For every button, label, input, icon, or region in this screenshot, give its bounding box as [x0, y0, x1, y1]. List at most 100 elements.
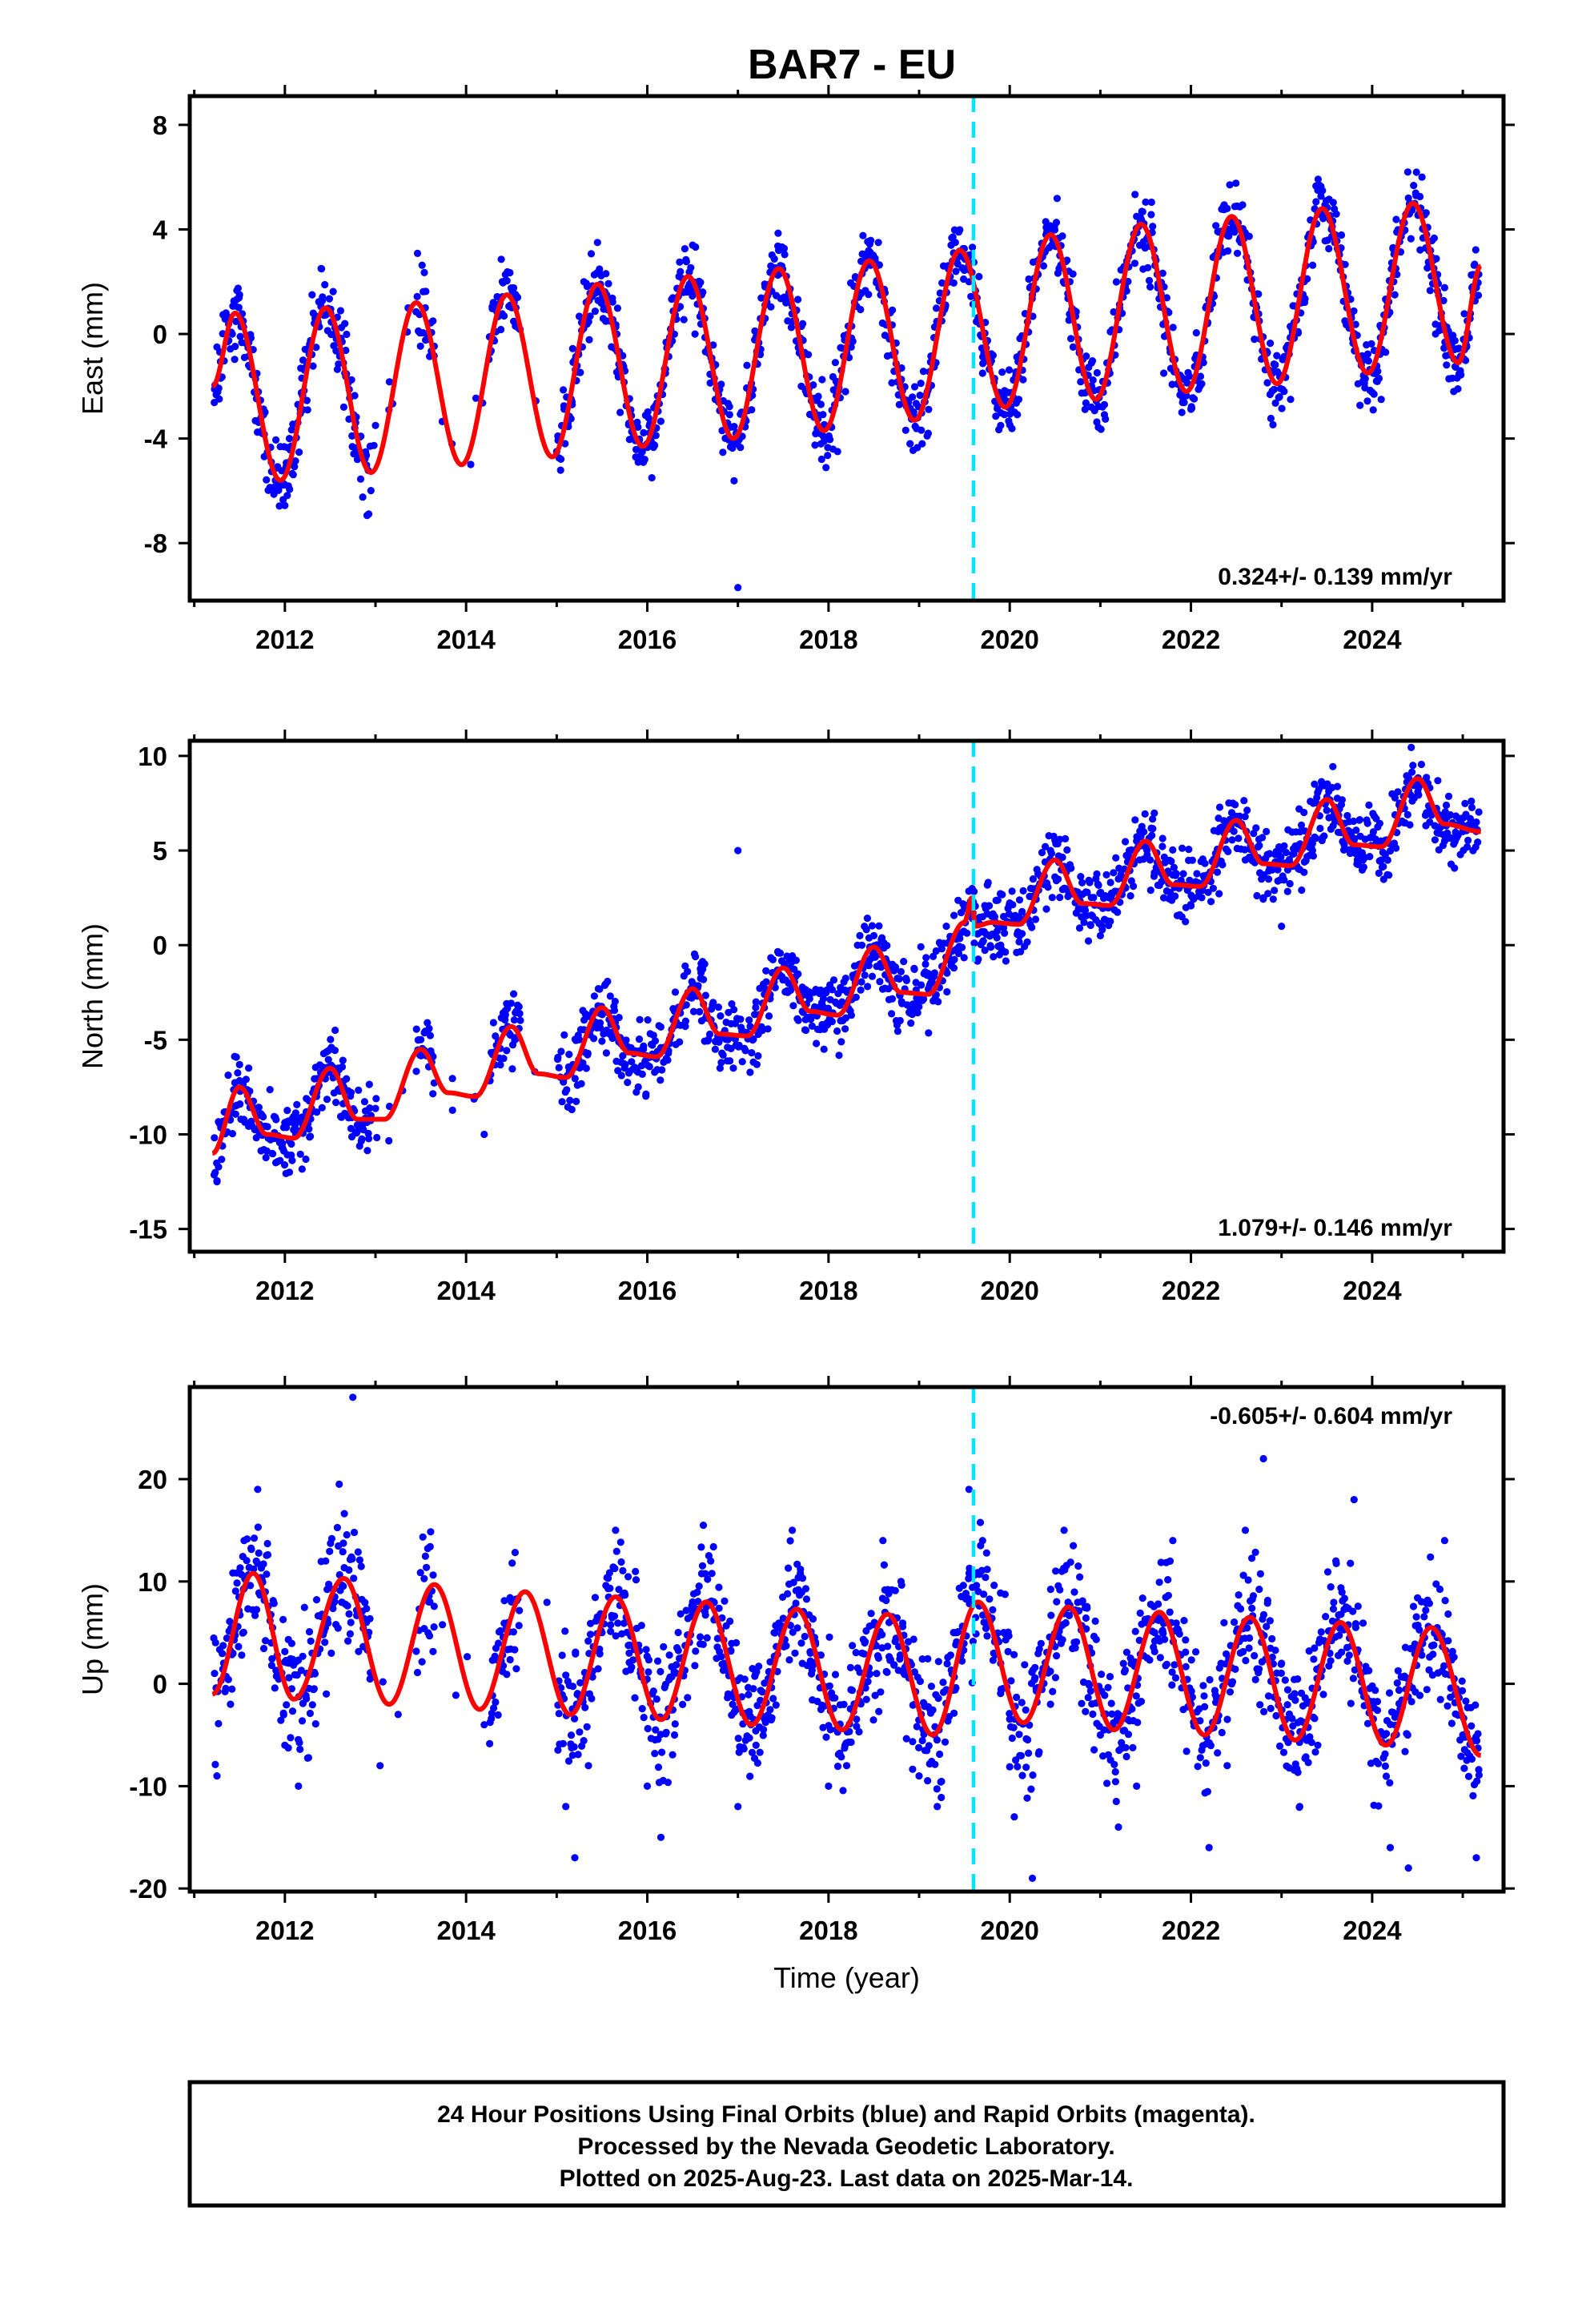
data-point [325, 295, 333, 303]
data-point [784, 988, 792, 996]
data-point [373, 1133, 381, 1142]
data-point [785, 1656, 793, 1664]
data-point [951, 239, 959, 247]
data-point [1291, 1696, 1299, 1704]
data-point [922, 954, 930, 962]
data-point [231, 1110, 239, 1118]
data-point [1319, 1691, 1327, 1699]
data-point [347, 1124, 355, 1132]
data-point [637, 1622, 645, 1630]
data-point [305, 1628, 314, 1636]
data-point [1014, 396, 1023, 404]
data-point [857, 941, 866, 949]
data-point [907, 1019, 915, 1027]
data-point [426, 1542, 434, 1550]
data-point [697, 1017, 706, 1025]
data-point [730, 423, 738, 431]
data-point [818, 376, 826, 384]
data-point [794, 296, 802, 304]
data-point [924, 1655, 932, 1663]
data-point [1199, 1682, 1207, 1690]
data-point [354, 1548, 362, 1556]
data-point [767, 303, 775, 311]
data-point [1133, 212, 1141, 220]
data-point [1196, 1754, 1204, 1762]
data-point [211, 1760, 219, 1768]
data-point [628, 1663, 636, 1671]
data-point [1175, 1630, 1183, 1638]
data-point [503, 1671, 511, 1679]
data-point [774, 229, 782, 237]
data-point [308, 291, 316, 299]
panels: 2012 2014 2016 2018 2020 2022 2024-8-4048East … [76, 85, 1515, 1994]
data-point [1102, 870, 1110, 879]
data-point [658, 1748, 666, 1756]
data-point [976, 1518, 985, 1526]
data-point [918, 1736, 926, 1745]
data-point [729, 444, 737, 452]
data-point [1090, 1746, 1098, 1754]
data-point [1077, 873, 1085, 881]
data-point [291, 457, 299, 465]
data-point [1187, 902, 1195, 910]
data-point [295, 1739, 303, 1747]
data-point [345, 1566, 353, 1574]
data-point [553, 1055, 562, 1063]
data-point [1253, 891, 1261, 900]
data-point [1430, 1641, 1438, 1649]
data-point [974, 955, 982, 963]
data-point [703, 1634, 711, 1642]
data-point [233, 1579, 241, 1587]
data-point [781, 251, 789, 259]
data-point [424, 1019, 432, 1027]
data-point [624, 1079, 632, 1087]
data-point [354, 1127, 362, 1135]
data-point [975, 272, 983, 280]
data-point [1418, 173, 1426, 181]
data-point [699, 1522, 708, 1530]
data-point [1271, 887, 1279, 895]
data-point [613, 304, 622, 312]
data-point [370, 441, 378, 449]
x-tick-label: 2022 [1162, 625, 1220, 654]
data-point [692, 952, 700, 961]
data-point [927, 1683, 935, 1691]
data-point [786, 1537, 794, 1545]
data-point [644, 1016, 652, 1024]
data-point [857, 978, 865, 986]
data-point [558, 1098, 566, 1106]
data-point [559, 1739, 568, 1747]
data-point [561, 1627, 569, 1635]
data-point [1431, 836, 1439, 844]
data-point [674, 1647, 682, 1655]
data-point [1129, 1743, 1137, 1751]
data-point [1271, 1647, 1279, 1655]
data-point [665, 1651, 673, 1659]
data-point [640, 1045, 648, 1053]
data-point [324, 1055, 332, 1063]
data-point [709, 341, 717, 349]
data-point [270, 1599, 278, 1607]
data-point [831, 1671, 840, 1679]
data-point [862, 1695, 870, 1703]
data-point [748, 1049, 756, 1057]
data-point [619, 1566, 627, 1574]
data-point [833, 448, 841, 456]
data-point [697, 1633, 705, 1641]
data-point [306, 1709, 314, 1718]
data-point [755, 1663, 763, 1671]
data-point [312, 1596, 321, 1604]
data-point [587, 250, 596, 258]
data-point [555, 1710, 563, 1718]
data-point [1122, 287, 1130, 295]
data-point [1374, 1759, 1383, 1767]
data-point [288, 1156, 296, 1164]
data-point [1287, 396, 1295, 404]
data-point [1069, 270, 1077, 278]
data-point [675, 272, 683, 280]
data-point [510, 1016, 519, 1024]
panel-1: 2012 2014 2016 2018 2020 2022 2024-8-4048East … [76, 85, 1515, 654]
data-point [321, 1638, 329, 1647]
data-point [970, 939, 978, 947]
data-point [982, 1549, 990, 1557]
